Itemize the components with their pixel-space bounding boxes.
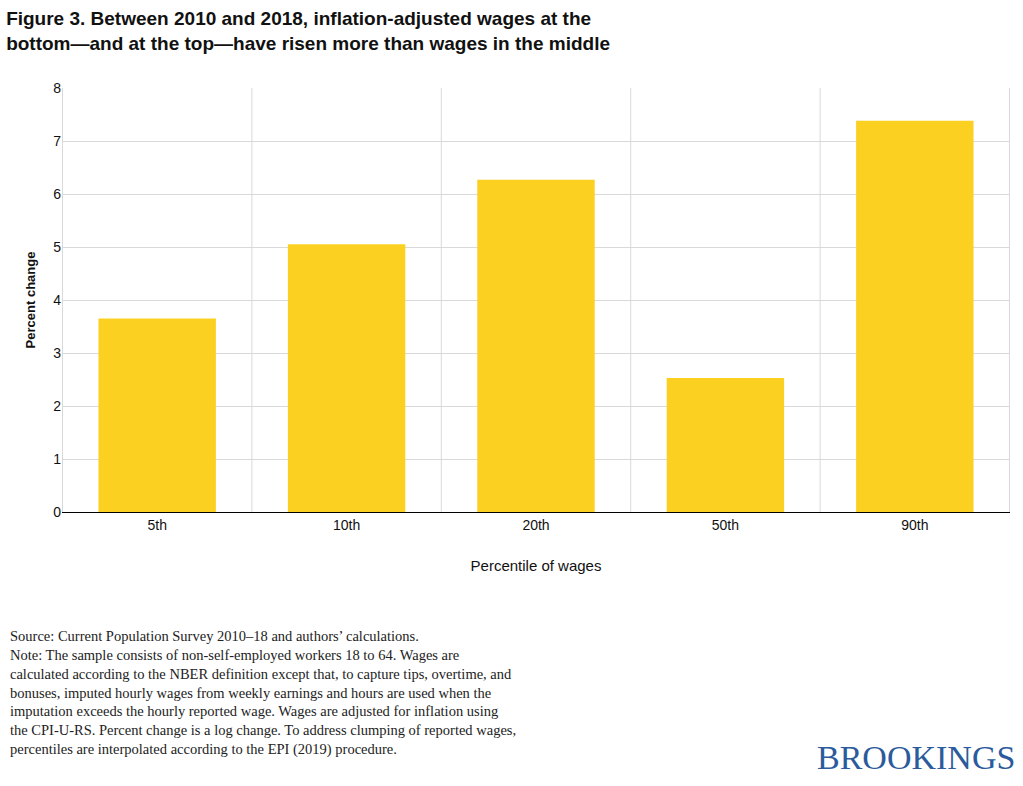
svg-text:Source: Current Population Sur: Source: Current Population Survey 2010–1… (10, 628, 516, 758)
svg-text:4: 4 (53, 292, 61, 308)
svg-text:Figure 3. Between 2010 and 201: Figure 3. Between 2010 and 2018, inflati… (6, 8, 610, 54)
svg-text:50th: 50th (712, 517, 739, 533)
svg-text:6: 6 (53, 186, 61, 202)
svg-text:7: 7 (53, 133, 61, 149)
svg-text:1: 1 (53, 451, 61, 467)
svg-text:5: 5 (53, 239, 61, 255)
svg-text:3: 3 (53, 345, 61, 361)
svg-text:20th: 20th (522, 517, 549, 533)
svg-text:Percentile of wages: Percentile of wages (471, 557, 602, 574)
svg-text:0: 0 (53, 504, 61, 520)
svg-text:Percent change: Percent change (23, 252, 38, 349)
svg-text:8: 8 (53, 80, 61, 96)
svg-text:5th: 5th (147, 517, 166, 533)
svg-text:10th: 10th (333, 517, 360, 533)
svg-text:90th: 90th (901, 517, 928, 533)
svg-text:2: 2 (53, 398, 61, 414)
svg-text:BROOKINGS: BROOKINGS (817, 739, 1015, 776)
